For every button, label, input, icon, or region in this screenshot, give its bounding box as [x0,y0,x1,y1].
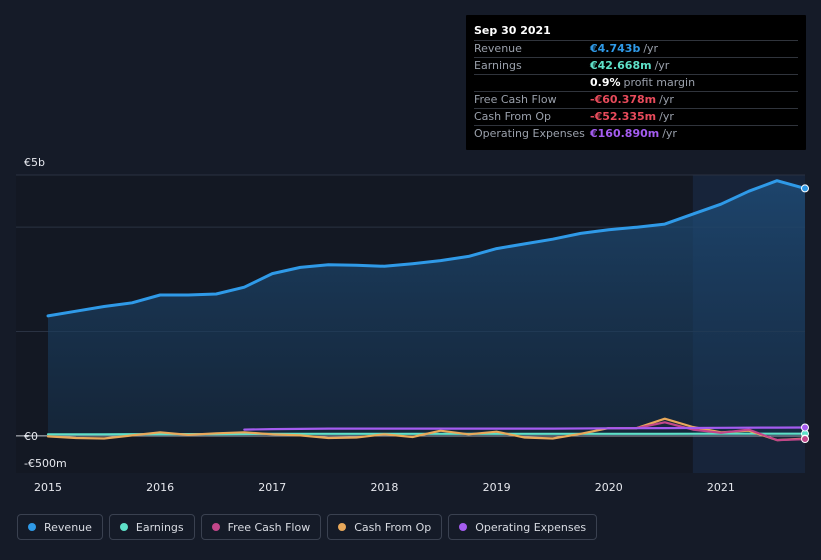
tooltip-row: Free Cash Flow -€60.378m/yr [474,91,798,108]
tooltip-row-value: 0.9% [590,76,621,89]
legend-label: Free Cash Flow [227,520,311,534]
tooltip-row-unit: /yr [662,127,677,140]
tooltip-row-value: €4.743b [590,42,641,55]
legend-dot-icon [459,523,468,531]
legend-item-operating-expenses[interactable]: Operating Expenses [448,514,598,540]
y-tick-label: -€500m [24,457,67,470]
cash-from-op-line [46,417,807,442]
tooltip: Sep 30 2021 Revenue €4.743b/yr Earnings €42… [466,15,806,150]
legend-item-earnings[interactable]: Earnings [108,514,195,540]
x-axis: 2015 2016 2017 2018 2019 2020 2021 [34,481,735,494]
x-tick-label: 2015 [34,481,62,494]
x-tick-label: 2020 [595,481,623,494]
tooltip-row: Cash From Op -€52.335m/yr [474,108,798,125]
operating-expenses-end-point [801,423,809,432]
legend-dot-icon [211,523,220,531]
x-tick-label: 2018 [370,481,398,494]
tooltip-row-value: -€60.378m [590,93,657,106]
tooltip-row-label: Free Cash Flow [474,93,557,106]
tooltip-row-label: Revenue [474,42,522,55]
y-axis: €5b €0 -€500m [24,156,67,470]
tooltip-row-unit: /yr [659,93,674,106]
tooltip-row-label: Operating Expenses [474,127,585,140]
y-tick-label: €5b [24,156,45,169]
tooltip-row-value: €160.890m [590,127,660,140]
revenue-end-point [801,184,809,193]
tooltip-row: 0.9% profit margin [474,74,798,91]
tooltip-row-unit: /yr [654,59,670,72]
x-tick-label: 2019 [483,481,511,494]
revenue-line [46,179,807,318]
series-layer [46,179,809,444]
legend-label: Cash From Op [354,520,432,534]
legend-label: Earnings [135,520,184,534]
legend-dot-icon [119,523,128,531]
tooltip-row: Revenue €4.743b/yr [474,40,798,57]
tooltip-row-unit: /yr [643,42,659,55]
free-cash-flow-end-point [801,435,809,444]
tooltip-row-unit: profit margin [623,76,696,89]
legend-dot-icon [338,523,347,531]
tooltip-row: Operating Expenses €160.890m/yr [474,125,798,142]
legend-label: Revenue [44,520,92,534]
legend-dot-icon [28,523,36,531]
tooltip-row-label [474,75,590,91]
operating-expenses-line [243,426,807,431]
tooltip-row-label: Earnings [474,59,522,72]
tooltip-row-value: -€52.335m [590,110,657,123]
legend-label: Operating Expenses [475,520,587,534]
tooltip-rows: Revenue €4.743b/yr Earnings €42.668m/yr 0.9%… [474,40,798,142]
y-tick-label: €0 [24,430,38,443]
legend-item-revenue[interactable]: Revenue [17,514,103,540]
x-tick-label: 2021 [707,481,735,494]
legend-item-free-cash-flow[interactable]: Free Cash Flow [200,514,322,540]
legend: Revenue Earnings Free Cash Flow Cash From O… [17,514,598,542]
tooltip-row-unit: /yr [659,110,674,123]
tooltip-date: Sep 30 2021 [474,24,551,37]
x-tick-label: 2017 [258,481,286,494]
tooltip-row-label: Cash From Op [474,110,552,123]
revenue-area [48,180,805,436]
x-tick-label: 2016 [146,481,174,494]
chart-area: €5b €0 -€500m 2015 2016 2017 2018 2019 2020 2021 [16,156,809,494]
tooltip-row-value: €42.668m [590,59,652,72]
legend-item-cash-from-op[interactable]: Cash From Op [327,514,443,540]
tooltip-row: Earnings €42.668m/yr [474,57,798,74]
